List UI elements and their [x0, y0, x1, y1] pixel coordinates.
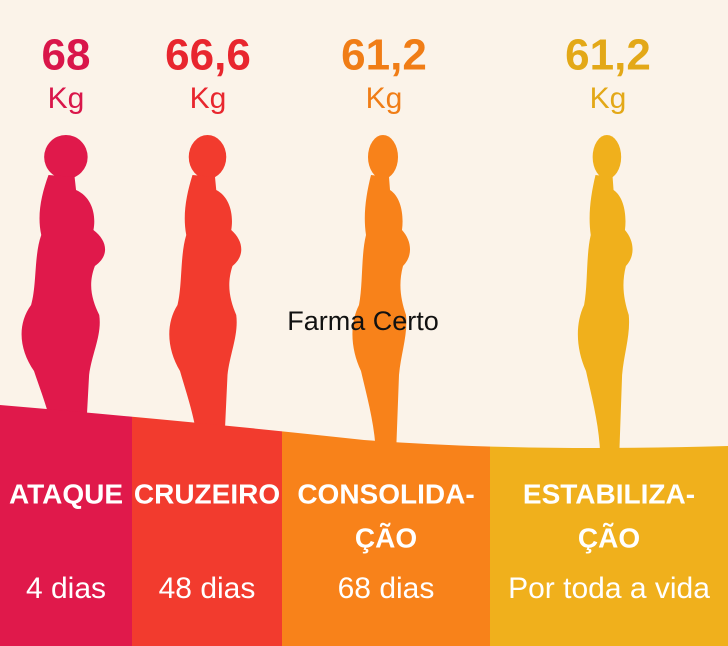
stage-name: ESTABILIZA-	[523, 478, 695, 509]
head	[188, 135, 227, 179]
duration: 48 dias	[159, 572, 256, 605]
stage-name: CRUZEIRO	[134, 478, 280, 509]
duration: Por toda a vida	[508, 572, 710, 605]
weight: 61,2	[565, 31, 651, 80]
band	[132, 405, 282, 646]
weight: 66,6	[165, 31, 251, 80]
weight: 68	[42, 31, 91, 80]
duration: 68 dias	[338, 572, 435, 605]
body	[21, 175, 106, 455]
unit: Kg	[366, 82, 403, 115]
unit: Kg	[48, 82, 85, 115]
silhouette	[352, 135, 411, 455]
body	[352, 175, 411, 455]
body	[577, 175, 633, 455]
stage-name: ÇÃO	[355, 522, 417, 553]
head	[368, 135, 398, 179]
unit: Kg	[190, 82, 227, 115]
head	[592, 135, 622, 179]
body	[169, 175, 242, 455]
silhouette	[577, 135, 633, 455]
weight: 61,2	[341, 31, 427, 80]
watermark: Farma Certo	[287, 306, 439, 336]
stage-name: ÇÃO	[578, 522, 640, 553]
silhouette	[21, 135, 106, 455]
silhouettes	[21, 135, 633, 455]
stage-name: CONSOLIDA-	[297, 478, 474, 509]
duration: 4 dias	[26, 572, 106, 605]
band	[0, 405, 132, 646]
stage-name: ATAQUE	[9, 478, 123, 509]
unit: Kg	[590, 82, 627, 115]
head	[44, 135, 88, 179]
silhouette	[169, 135, 242, 455]
